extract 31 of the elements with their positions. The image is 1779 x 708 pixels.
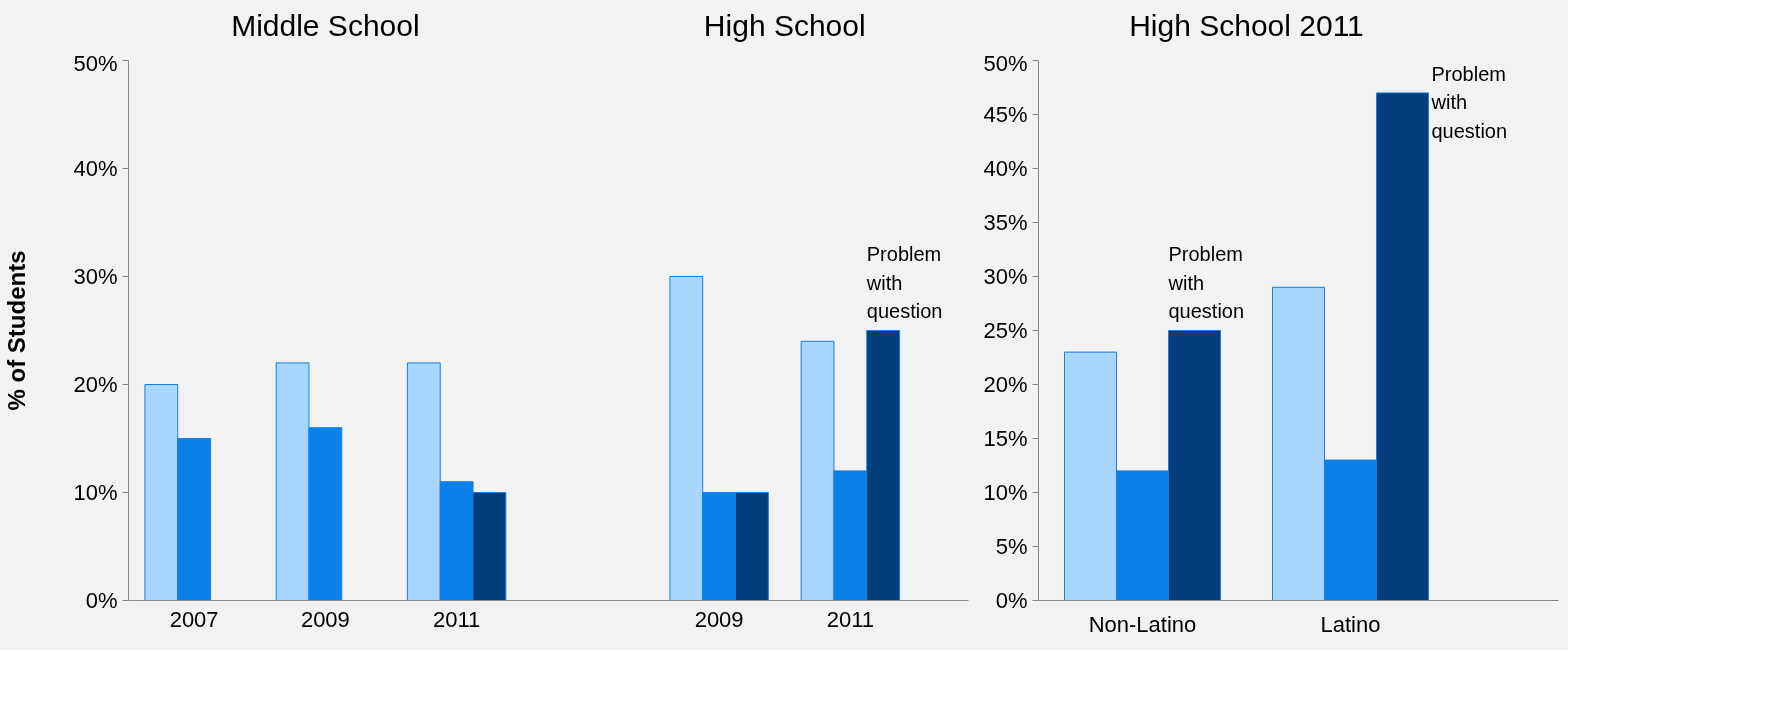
y-tick-label: 5%	[995, 534, 1028, 559]
chart-title: High School 2011	[1129, 9, 1364, 42]
y-tick-label: 15%	[983, 426, 1028, 451]
y-tick-label: 50%	[73, 50, 118, 76]
x-tick-label: 2011	[432, 606, 481, 632]
y-tick-label: 10%	[983, 480, 1028, 505]
x-tick-label: 2011	[826, 606, 875, 632]
y-tick-label: 40%	[983, 156, 1028, 181]
y-tick-label: 30%	[983, 264, 1028, 289]
y-tick-label: 45%	[983, 102, 1028, 127]
x-tick-label: 2007	[169, 606, 219, 632]
annotation: Problem with question	[1167, 243, 1245, 323]
y-tick-label: 40%	[73, 156, 118, 181]
x-tick-label: 2009	[694, 606, 744, 632]
y-tick-label: 35%	[983, 210, 1028, 235]
x-tick-label: Non-Latino	[1088, 611, 1197, 637]
y-tick-label: 0%	[85, 588, 118, 613]
x-tick-label: 2009	[300, 606, 350, 632]
x-tick-label: Latino	[1320, 611, 1381, 637]
y-axis-title: % of Students	[3, 250, 31, 411]
chart-title: Middle School	[231, 9, 420, 42]
text: High School	[703, 9, 866, 42]
y-tick-label: 0%	[995, 588, 1028, 613]
y-tick-label: 30%	[73, 264, 118, 289]
y-tick-label: 20%	[73, 372, 118, 397]
y-tick-label: 20%	[983, 372, 1028, 397]
y-tick-label: 10%	[73, 480, 118, 505]
y-tick-label: 50%	[983, 50, 1028, 76]
y-tick-label: 25%	[983, 318, 1028, 343]
annotation: Problem with question	[865, 243, 943, 323]
annotation: Problem with question	[1430, 62, 1508, 142]
